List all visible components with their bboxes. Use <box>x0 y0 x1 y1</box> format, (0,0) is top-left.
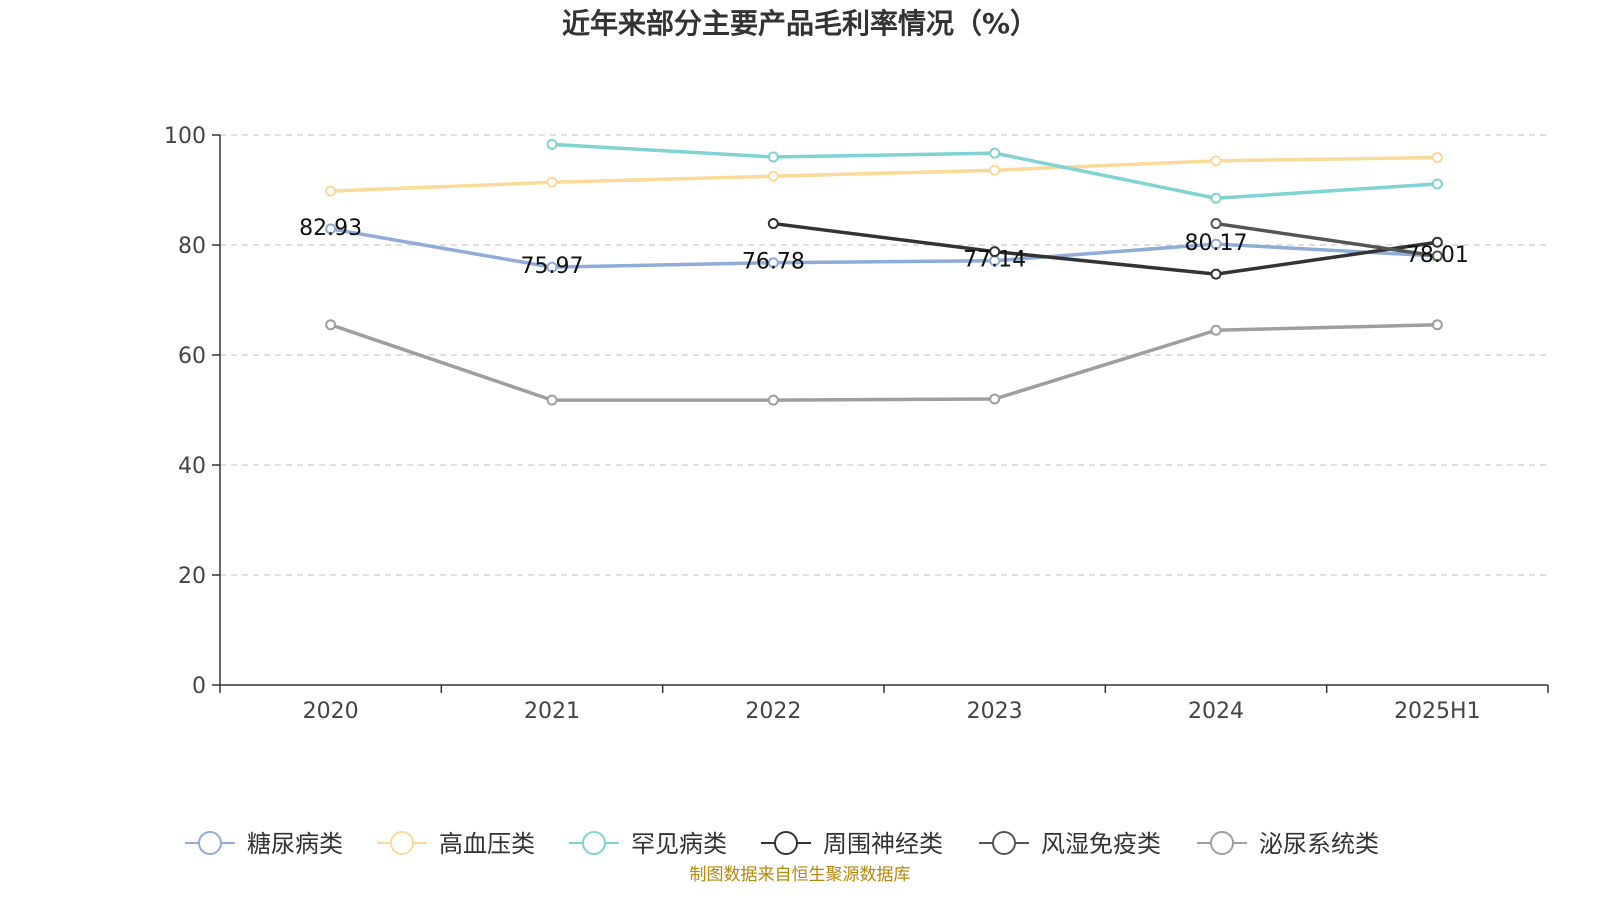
legend-item: 周围神经类 <box>761 830 943 858</box>
x-tick-label: 2020 <box>303 699 359 724</box>
data-point <box>1431 250 1443 262</box>
legend-item: 泌尿系统类 <box>1197 830 1379 858</box>
data-point <box>1210 218 1222 230</box>
chart-title: 近年来部分主要产品毛利率情况（%） <box>562 7 1038 40</box>
legend: 糖尿病类 高血压类 罕见病类 周围神经类 风湿免疫类 泌尿系统类 <box>185 830 1379 858</box>
legend-item: 糖尿病类 <box>185 830 343 858</box>
x-tick-label: 2023 <box>967 699 1023 724</box>
legend-circle-icon <box>1210 831 1234 855</box>
series-6 <box>325 319 1443 406</box>
data-point <box>325 223 337 235</box>
data-label: 80.17 <box>1185 231 1248 256</box>
series-4 <box>767 218 1443 280</box>
legend-label: 罕见病类 <box>631 830 727 858</box>
series-line <box>773 221 1438 276</box>
data-point <box>767 394 779 406</box>
x-tick-label: 2025H1 <box>1394 699 1481 724</box>
legend-circle-icon <box>774 831 798 855</box>
data-label: 78.01 <box>1406 243 1469 268</box>
series-line <box>1215 221 1438 258</box>
data-point <box>1210 324 1222 336</box>
legend-label: 糖尿病类 <box>247 830 343 858</box>
data-label: 75.97 <box>521 254 584 279</box>
legend-label: 泌尿系统类 <box>1259 830 1379 858</box>
x-tick-label: 2022 <box>745 699 801 724</box>
series-2 <box>325 152 1443 197</box>
legend-circle-icon <box>582 831 606 855</box>
data-point <box>1210 155 1222 167</box>
data-point <box>1210 192 1222 204</box>
axes: 0 20 40 60 80 100 2020 2021 2022 2023 2024 2025H1 <box>164 124 1549 724</box>
data-point <box>767 218 779 230</box>
legend-circle-icon <box>198 831 222 855</box>
data-point <box>989 147 1001 159</box>
legend-circle-icon <box>390 831 414 855</box>
data-point <box>989 164 1001 176</box>
series-3 <box>546 138 1443 204</box>
data-point <box>1431 319 1443 331</box>
legend-label: 风湿免疫类 <box>1041 830 1161 858</box>
y-tick-label: 100 <box>164 124 206 149</box>
y-tick-label: 20 <box>178 564 206 589</box>
data-point <box>767 151 779 163</box>
y-tick-label: 40 <box>178 454 206 479</box>
series-lines <box>325 138 1443 406</box>
data-point <box>989 246 1001 258</box>
data-label: 77.14 <box>963 248 1026 273</box>
y-tick-label: 80 <box>178 234 206 259</box>
x-tick-label: 2024 <box>1188 699 1244 724</box>
data-point <box>325 319 337 331</box>
data-point <box>1210 268 1222 280</box>
y-tick-label: 0 <box>192 674 206 699</box>
series-1 <box>325 223 1443 273</box>
series-line <box>330 227 1438 269</box>
series-5 <box>1210 218 1443 262</box>
source-note: 制图数据来自恒生聚源数据库 <box>690 865 911 885</box>
data-point <box>1431 178 1443 190</box>
data-point <box>1431 152 1443 164</box>
data-point <box>1210 238 1222 250</box>
data-point <box>1431 236 1443 248</box>
data-point <box>546 261 558 273</box>
data-label: 76.78 <box>742 250 805 275</box>
data-point <box>325 185 337 197</box>
legend-item: 风湿免疫类 <box>979 830 1161 858</box>
x-tick-label: 2021 <box>524 699 580 724</box>
series-line <box>330 323 1438 402</box>
legend-item: 高血压类 <box>377 830 535 858</box>
data-point <box>767 257 779 269</box>
data-point <box>546 138 558 150</box>
legend-label: 周围神经类 <box>823 830 943 858</box>
legend-circle-icon <box>992 831 1016 855</box>
y-tick-label: 60 <box>178 344 206 369</box>
data-label: 82.93 <box>299 216 362 241</box>
legend-item: 罕见病类 <box>569 830 727 858</box>
data-point <box>989 393 1001 405</box>
grid-lines <box>220 134 1548 576</box>
data-labels: 82.93 75.97 76.78 77.14 80.17 78.01 <box>299 216 1469 279</box>
data-point <box>546 176 558 188</box>
data-point <box>546 394 558 406</box>
series-line <box>330 155 1438 193</box>
legend-label: 高血压类 <box>439 830 535 858</box>
data-point <box>767 170 779 182</box>
